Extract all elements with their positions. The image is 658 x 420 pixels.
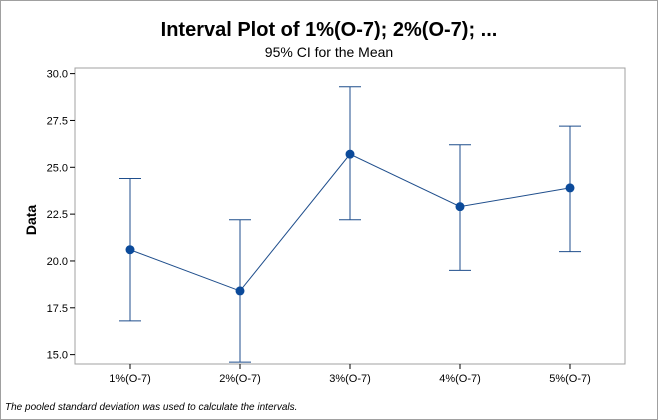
y-tick-label: 30.0 (47, 69, 68, 81)
mean-point (565, 183, 575, 193)
y-tick-label: 20.0 (47, 256, 68, 268)
footnote: The pooled standard deviation was used t… (5, 402, 297, 413)
y-tick-label: 15.0 (47, 350, 68, 362)
x-tick-label: 2%(O-7) (219, 373, 261, 385)
y-tick-label: 17.5 (47, 303, 68, 315)
chart-subtitle: 95% CI for the Mean (265, 44, 393, 60)
y-tick-label: 27.5 (47, 115, 68, 127)
y-axis-label: Data (23, 205, 39, 236)
mean-point (235, 286, 245, 296)
x-tick-label: 3%(O-7) (329, 373, 371, 385)
y-tick-label: 25.0 (47, 162, 68, 174)
mean-point (125, 245, 135, 255)
mean-point (345, 149, 355, 159)
x-tick-label: 1%(O-7) (109, 373, 151, 385)
x-tick-label: 4%(O-7) (439, 373, 481, 385)
y-tick-label: 22.5 (47, 209, 68, 221)
mean-point (455, 202, 465, 212)
x-tick-label: 5%(O-7) (549, 373, 591, 385)
chart-title: Interval Plot of 1%(O-7); 2%(O-7); ... (161, 19, 498, 41)
plot-marks: 15.0 17.5 20.0 22.5 25.0 27.5 30.0 1%(O-7) 2%(O-… (47, 69, 591, 385)
